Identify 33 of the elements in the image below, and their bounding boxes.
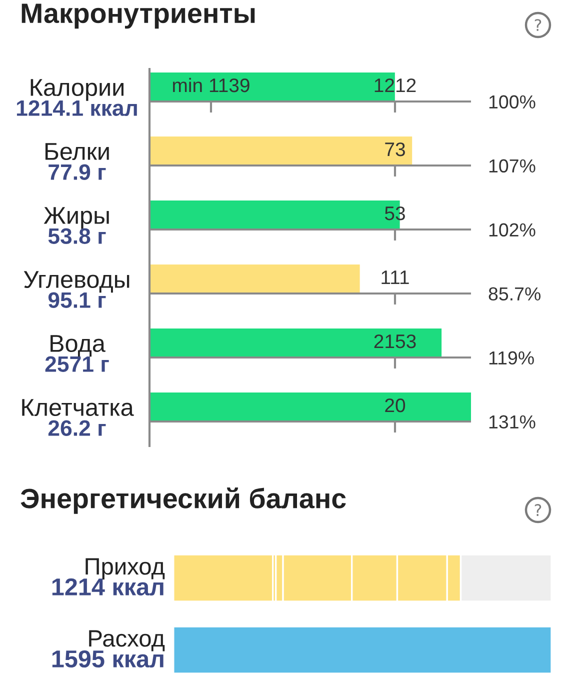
chart-title: Энергетический баланс — [20, 487, 346, 514]
data-label: 107% — [489, 159, 536, 173]
data-label: 119% — [489, 351, 534, 365]
chart-title: Макронутриенты — [22, 4, 255, 29]
bar — [150, 264, 360, 294]
y-tick-label: Углеводы — [24, 271, 130, 293]
data-label: 100% — [489, 95, 536, 109]
text: 2571 г — [45, 356, 109, 372]
bar — [150, 136, 412, 166]
y-tick-label: Калории — [30, 79, 124, 101]
annotation: min 1139 — [173, 78, 250, 92]
annotation: 111 — [382, 270, 409, 284]
bar — [150, 328, 442, 358]
data-label: 85.7% — [488, 287, 540, 301]
y-tick-label: Приход — [86, 558, 165, 580]
data-label: 102% — [489, 223, 536, 237]
text: 53.8 г — [48, 228, 106, 244]
text: 1214 ккал — [52, 578, 164, 596]
y-tick-label: Расход — [89, 630, 165, 652]
annotation: 2153 — [374, 334, 416, 348]
annotation: 73 — [385, 142, 405, 156]
text: 95.1 г — [48, 292, 106, 308]
bar — [150, 392, 471, 422]
y-tick-label: Вода — [50, 335, 106, 357]
annotation: 20 — [385, 398, 406, 412]
text: 26.2 г — [48, 420, 106, 436]
y-tick-label: Жиры — [44, 207, 109, 229]
text: 77.9 г — [48, 164, 106, 180]
text: 1595 ккал — [52, 650, 164, 668]
y-tick-label: Клетчатка — [22, 399, 134, 416]
y-tick-label: Белки — [45, 143, 109, 160]
text: 1214.1 ккал — [16, 100, 137, 116]
data-label: 131% — [489, 415, 536, 429]
